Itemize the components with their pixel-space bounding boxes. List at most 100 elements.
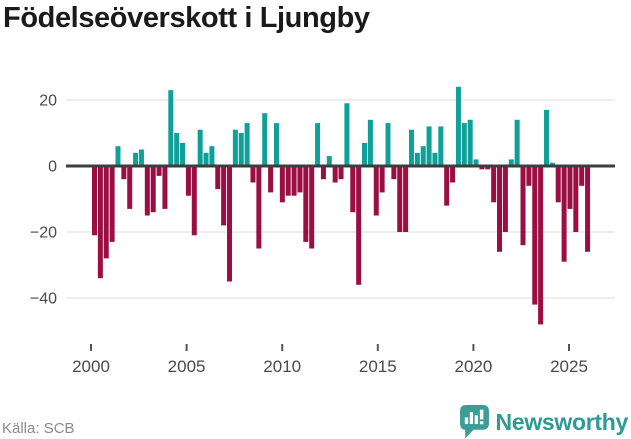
newsworthy-wordmark: Newsworthy [495,408,629,435]
bar-positive [180,142,186,166]
bar-positive [238,133,244,166]
bar-negative [191,166,197,236]
newsworthy-badge-icon [459,405,489,439]
bar-negative [338,166,344,180]
bar-positive [262,113,268,166]
x-axis-label: 2010 [263,357,301,376]
bar-negative [332,166,338,183]
bar-negative [250,166,256,183]
bar-positive [244,123,250,166]
bar-negative [121,166,127,180]
bar-negative [573,166,579,232]
bar-positive [168,90,174,166]
bar-negative [144,166,150,216]
bar-negative [256,166,262,249]
bar-positive [473,159,479,166]
y-axis-label: −40 [30,291,57,308]
bar-positive [543,109,549,166]
bar-positive [326,156,332,166]
bar-negative [150,166,156,213]
bar-negative [156,166,162,176]
bar-positive [420,146,426,166]
x-axis-label: 2015 [359,357,397,376]
bar-negative [221,166,227,226]
source-label: Källa: SCB [2,420,75,437]
bar-positive [174,133,180,166]
bar-negative [309,166,315,249]
bar-negative [450,166,456,183]
bar-negative [109,166,115,242]
bar-negative [97,166,103,279]
bar-negative [350,166,356,213]
bar-negative [297,166,303,193]
bar-negative [579,166,585,186]
bar-negative [227,166,233,282]
bar-negative [320,166,326,180]
bar-negative [356,166,362,285]
bar-negative [532,166,538,305]
y-axis-label: −20 [30,225,57,242]
bar-positive [414,152,420,166]
bar-negative [215,166,221,190]
bar-negative [379,166,385,193]
bar-positive [514,119,520,166]
bar-negative [479,166,485,170]
bar-negative [185,166,191,196]
bar-positive [508,159,514,166]
bar-positive [467,119,473,166]
bar-negative [502,166,508,232]
bar-positive [232,129,238,166]
bar-positive [115,146,121,166]
bar-positive [133,152,139,166]
bar-positive [315,123,321,166]
bar-negative [526,166,532,186]
bar-positive [362,142,368,166]
bar-negative [538,166,544,325]
bar-positive [197,129,203,166]
y-axis-label: 0 [48,159,57,176]
x-axis-label: 2025 [550,357,588,376]
bar-negative [491,166,497,203]
bar-negative [92,166,97,236]
bar-negative [285,166,291,196]
newsworthy-logo[interactable]: Newsworthy [459,405,629,439]
bar-positive [455,86,461,166]
bar-positive [385,123,391,166]
bar-negative [585,166,591,252]
bar-negative [497,166,503,252]
bar-negative [555,166,561,203]
bar-positive [426,126,432,166]
bar-negative [291,166,297,196]
bar-positive [432,152,438,166]
bar-negative [520,166,526,246]
bar-negative [268,166,274,193]
bar-negative [279,166,285,203]
bar-positive [461,123,467,166]
bar-negative [373,166,379,216]
bar-positive [438,126,444,166]
bar-positive [203,152,209,166]
bar-negative [485,166,491,170]
y-axis-label: 20 [39,93,57,110]
bar-positive [138,149,144,166]
bar-positive [209,146,215,166]
bar-positive [273,123,279,166]
x-axis-label: 2005 [168,357,206,376]
x-axis-label: 2000 [72,357,110,376]
bar-positive [408,129,414,166]
bar-negative [391,166,397,180]
bar-positive [549,162,555,166]
bar-negative [127,166,133,209]
bar-negative [567,166,573,209]
bar-negative [303,166,309,242]
bar-positive [344,103,350,166]
bar-negative [103,166,109,259]
bar-positive [367,119,373,166]
bar-negative [397,166,403,232]
bar-negative [403,166,409,232]
x-axis-label: 2020 [454,357,492,376]
chart-title: Födelseöverskott i Ljungby [3,2,370,34]
bar-negative [444,166,450,206]
